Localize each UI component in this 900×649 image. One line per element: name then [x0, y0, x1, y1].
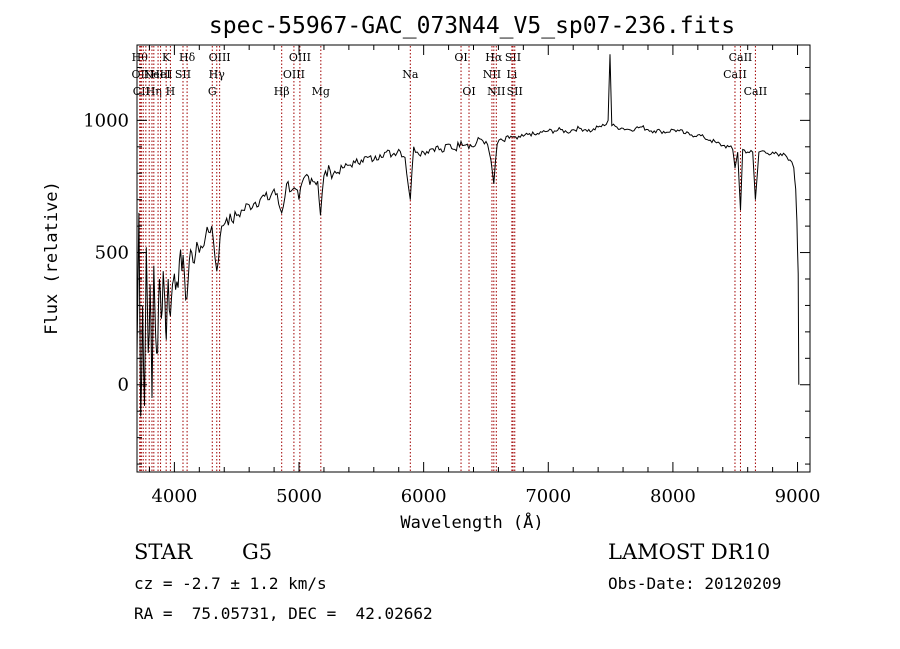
line-marker-label: Na: [402, 68, 419, 81]
line-marker-label: H: [166, 85, 176, 98]
line-marker-label: Hγ: [209, 68, 226, 81]
chart-title: spec-55967-GAC_073N44_V5_sp07-236.fits: [209, 13, 735, 39]
x-axis-label: Wavelength (Å): [400, 511, 543, 533]
line-marker-label: OIII: [289, 51, 311, 64]
x-tick-label: 4000: [151, 486, 197, 507]
line-marker-label: K: [162, 51, 171, 64]
spectral-subclass: G5: [242, 540, 273, 564]
survey-name: LAMOST DR10: [608, 540, 771, 564]
x-tick-label: 5000: [276, 486, 322, 507]
line-marker-label: G: [208, 85, 217, 98]
line-marker-label: CaII: [729, 51, 753, 64]
line-marker-label: OII: [132, 68, 150, 81]
line-marker-label: Hβ: [274, 85, 290, 98]
x-tick-label: 7000: [525, 486, 571, 507]
line-marker-label: Hδ: [179, 51, 196, 64]
x-tick-label: 6000: [401, 486, 447, 507]
observation-date: Obs-Date: 20120209: [608, 574, 782, 593]
y-tick-label: 1000: [83, 110, 129, 131]
line-marker-label: Li: [506, 68, 517, 81]
redshift-cz: cz = -2.7 ± 1.2 km/s: [134, 574, 327, 593]
x-tick-label: 9000: [775, 486, 821, 507]
line-marker-label: NII: [487, 85, 505, 98]
line-marker-label: OI: [454, 51, 467, 64]
line-marker-label: OI: [462, 85, 475, 98]
line-marker-label: HeI: [150, 68, 170, 81]
y-tick-label: 0: [118, 375, 129, 396]
line-marker-label: SII: [505, 51, 521, 64]
line-marker-label: OIII: [209, 51, 231, 64]
coordinates: RA = 75.05731, DEC = 42.02662: [134, 604, 433, 623]
x-tick-label: 8000: [650, 486, 696, 507]
line-marker-label: SII: [507, 85, 523, 98]
line-marker-label: Mg: [312, 85, 330, 98]
line-marker-label: NII: [483, 68, 501, 81]
line-marker-label: Hη: [146, 85, 162, 98]
line-marker-label: Hα: [485, 51, 503, 64]
line-marker-label: NeIII: [143, 68, 172, 81]
y-axis-label: Flux (relative): [42, 181, 62, 335]
y-tick-label: 500: [95, 243, 129, 264]
line-marker-label: CaII: [744, 85, 768, 98]
line-marker-label: CaII: [723, 68, 747, 81]
line-marker-label: OIII: [283, 68, 305, 81]
line-marker-label: SII: [175, 68, 191, 81]
object-class: STAR: [134, 540, 193, 564]
spectrum-series: [136, 54, 800, 417]
axis-ticks: 4000 5000 6000 7000 8000 9000 0 500 1000: [83, 45, 820, 507]
